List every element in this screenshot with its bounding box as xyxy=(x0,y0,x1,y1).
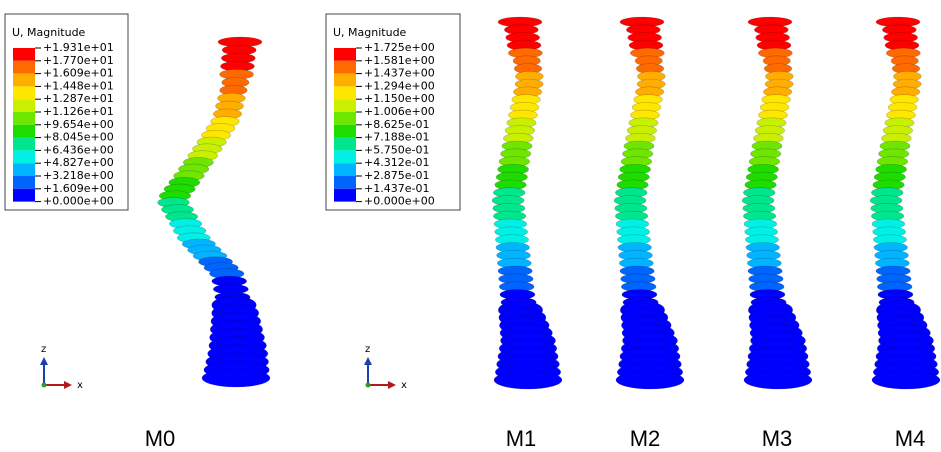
legend-swatch xyxy=(334,137,356,151)
legend-swatch xyxy=(13,73,35,87)
legend-swatch xyxy=(13,48,35,61)
legend-label: +1.609e+00 xyxy=(43,182,114,195)
panel-label: M4 xyxy=(895,426,926,451)
legend-label: +1.437e+00 xyxy=(364,67,435,80)
legend-swatch xyxy=(13,137,35,151)
z-label: z xyxy=(365,344,370,355)
z-head xyxy=(40,357,48,365)
legend-swatch xyxy=(334,188,356,202)
legend-label: +1.294e+00 xyxy=(364,79,435,92)
legend-label: +1.725e+00 xyxy=(364,41,435,54)
legend-swatch xyxy=(13,60,35,74)
legend-swatch xyxy=(334,150,356,164)
legend-swatch xyxy=(13,86,35,100)
legend-swatch xyxy=(334,48,356,61)
legend-label: +1.581e+00 xyxy=(364,54,435,67)
panel-label: M3 xyxy=(762,426,793,451)
origin xyxy=(365,382,371,388)
legend-label: +1.609e+01 xyxy=(43,67,114,80)
legend-label: +8.625e-01 xyxy=(364,118,429,131)
legend-label: +1.448e+01 xyxy=(43,79,114,92)
legend-label: +9.654e+00 xyxy=(43,118,114,131)
legend-swatch xyxy=(13,124,35,138)
legend-label: +1.287e+01 xyxy=(43,92,114,105)
legend-label: +4.312e-01 xyxy=(364,156,429,169)
legend-swatch xyxy=(13,176,35,189)
legend-label: +1.126e+01 xyxy=(43,105,114,118)
legend-label: +1.931e+01 xyxy=(43,41,114,54)
legend-label: +0.000e+00 xyxy=(43,195,114,208)
legend-swatch xyxy=(13,163,35,176)
panel-label: M2 xyxy=(630,426,661,451)
legend-label: +6.436e+00 xyxy=(43,143,114,156)
vertebra xyxy=(493,370,563,390)
legend-label: +8.045e+00 xyxy=(43,131,114,144)
legend-label: +4.827e+00 xyxy=(43,156,114,169)
legend-title: U, Magnitude xyxy=(333,26,407,39)
axis-triads: z x z x xyxy=(40,344,407,391)
legend-swatch xyxy=(13,99,35,112)
legend-swatch xyxy=(334,112,356,125)
legend-swatch xyxy=(13,112,35,125)
legend-label: +1.437e-01 xyxy=(364,182,429,195)
vertebra xyxy=(743,370,813,390)
x-label: x xyxy=(77,380,83,391)
vertebra xyxy=(615,370,685,390)
legend-title: U, Magnitude xyxy=(12,26,86,39)
legend-swatch xyxy=(334,60,356,74)
legends: U, Magnitude+1.931e+01+1.770e+01+1.609e+… xyxy=(4,13,461,211)
vertebra xyxy=(201,368,271,388)
z-head xyxy=(364,357,372,365)
panel-labels: M0 M1 M2 M3 M4 xyxy=(145,426,926,451)
origin xyxy=(41,382,47,388)
legend-swatch xyxy=(334,176,356,189)
legend-label: +3.218e+00 xyxy=(43,169,114,182)
legend-label: +1.150e+00 xyxy=(364,92,435,105)
legend-label: +1.006e+00 xyxy=(364,105,435,118)
legend-swatch xyxy=(334,124,356,138)
x-head xyxy=(388,381,396,389)
legend-swatch xyxy=(13,150,35,164)
legend-label: +1.770e+01 xyxy=(43,54,114,67)
spine-models xyxy=(157,16,941,390)
z-label: z xyxy=(41,344,46,355)
panel-label: M1 xyxy=(506,426,537,451)
legend-swatch xyxy=(334,99,356,112)
legend-swatch xyxy=(334,86,356,100)
legend-label: +2.875e-01 xyxy=(364,169,429,182)
vertebra xyxy=(871,370,941,390)
legend-swatch xyxy=(13,188,35,202)
legend-label: +5.750e-01 xyxy=(364,143,429,156)
x-head xyxy=(64,381,72,389)
legend-label: +7.188e-01 xyxy=(364,131,429,144)
panel-label: M0 xyxy=(145,426,176,451)
legend-swatch xyxy=(334,163,356,176)
legend-label: +0.000e+00 xyxy=(364,195,435,208)
legend-swatch xyxy=(334,73,356,87)
x-label: x xyxy=(401,380,407,391)
